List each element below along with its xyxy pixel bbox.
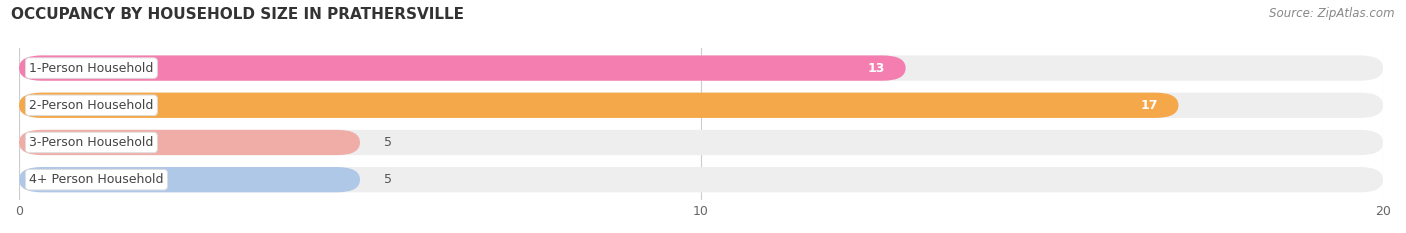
FancyBboxPatch shape [20,130,1384,155]
FancyBboxPatch shape [20,55,905,81]
FancyBboxPatch shape [20,167,360,192]
FancyBboxPatch shape [20,55,1384,81]
Text: 13: 13 [868,62,886,75]
Text: 3-Person Household: 3-Person Household [30,136,153,149]
Text: 2-Person Household: 2-Person Household [30,99,153,112]
Text: 17: 17 [1140,99,1159,112]
FancyBboxPatch shape [20,130,360,155]
FancyBboxPatch shape [20,167,1384,192]
Text: 1-Person Household: 1-Person Household [30,62,153,75]
Text: 5: 5 [384,173,392,186]
FancyBboxPatch shape [20,93,1384,118]
Text: Source: ZipAtlas.com: Source: ZipAtlas.com [1270,7,1395,20]
FancyBboxPatch shape [20,93,1178,118]
Text: 5: 5 [384,136,392,149]
Text: 4+ Person Household: 4+ Person Household [30,173,163,186]
Text: OCCUPANCY BY HOUSEHOLD SIZE IN PRATHERSVILLE: OCCUPANCY BY HOUSEHOLD SIZE IN PRATHERSV… [11,7,464,22]
